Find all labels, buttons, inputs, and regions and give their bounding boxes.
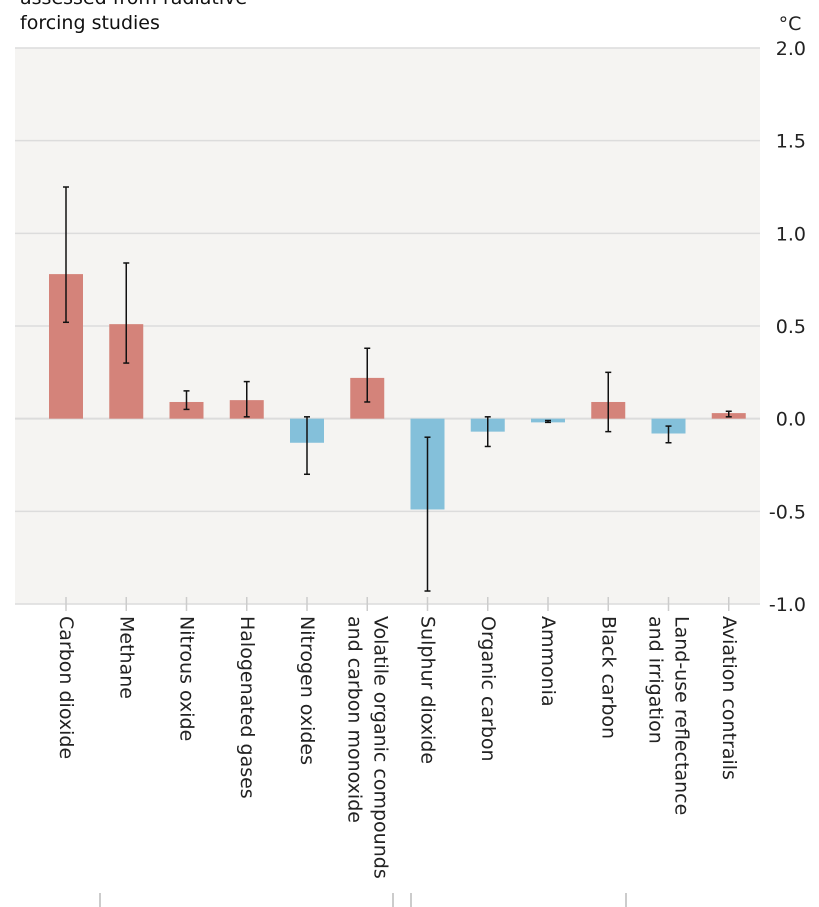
error-bar — [304, 416, 310, 476]
error-bar — [484, 416, 491, 448]
y-tick-label: 1.0 — [776, 223, 806, 245]
x-tick-label: Land-use reflectance — [671, 616, 693, 815]
error-bar — [123, 262, 130, 364]
error-bar — [364, 347, 371, 403]
x-tick-label: and irrigation — [645, 616, 667, 744]
y-tick-label: 1.5 — [776, 131, 806, 153]
y-tick-label: 0.5 — [776, 316, 806, 338]
x-tick-label: Black carbon — [597, 616, 619, 739]
x-tick-label: Organic carbon — [477, 616, 499, 762]
y-tick-label: -0.5 — [769, 501, 806, 523]
y-tick-label: 2.0 — [776, 38, 806, 60]
chart-title-line-1: assessed from radiative — [20, 0, 247, 9]
x-tick-label: and carbon monoxide — [343, 616, 365, 823]
error-bar — [63, 186, 69, 324]
x-tick-label: Methane — [115, 616, 137, 699]
error-bar — [243, 380, 250, 418]
x-tick-label: Nitrous oxide — [176, 616, 198, 741]
error-bar — [665, 425, 672, 444]
error-bar — [183, 390, 190, 411]
x-tick-label: Carbon dioxide — [55, 616, 77, 759]
y-tick-label: 0.0 — [776, 409, 806, 431]
x-tick-label: Ammonia — [537, 616, 559, 707]
x-tick-label: Nitrogen oxides — [296, 616, 318, 765]
bottom-ticks — [99, 893, 627, 907]
error-bar — [424, 436, 431, 592]
x-tick-label: Aviation contrails — [718, 616, 740, 780]
error-bar — [545, 419, 551, 424]
error-bar — [725, 410, 732, 418]
bar — [169, 401, 204, 419]
y-tick-label: -1.0 — [769, 594, 806, 616]
chart-title-line-2: forcing studies — [20, 12, 160, 34]
x-tick-label: Sulphur dioxide — [417, 616, 439, 764]
y-axis-unit: °C — [779, 13, 802, 35]
x-tick-label: Volatile organic compounds — [369, 616, 391, 879]
error-bar — [605, 371, 612, 433]
x-tick-label: Halogenated gases — [236, 616, 258, 799]
